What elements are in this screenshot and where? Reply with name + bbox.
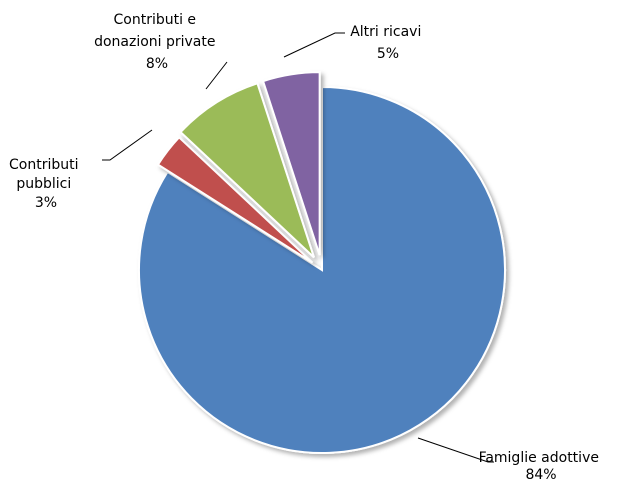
pie-labels: Famiglie adottive 84% Contributi pubblic… [9, 12, 604, 483]
leader-line-contributi-donazioni-private [205, 61, 228, 90]
label-contributi-pubblici: Contributi pubblici 3% [9, 157, 83, 211]
slice-contributi-donazioni-private [179, 82, 315, 259]
pie-slices [138, 71, 506, 454]
slice-contributi-pubblici [156, 135, 314, 264]
label-altri-ricavi: Altri ricavi 5% [350, 24, 426, 62]
slice-altri-ricavi [261, 71, 321, 256]
label-contributi-donazioni-private: Contributi e donazioni private 8% [94, 12, 220, 72]
leader-lines [102, 32, 494, 463]
leader-line-famiglie-adottive [417, 437, 494, 463]
leader-line-altri-ricavi [283, 32, 345, 58]
label-famiglie-adottive: Famiglie adottive 84% [479, 450, 604, 483]
slice-famiglie-adottive [138, 85, 506, 454]
leader-line-contributi-pubblici [102, 129, 153, 161]
